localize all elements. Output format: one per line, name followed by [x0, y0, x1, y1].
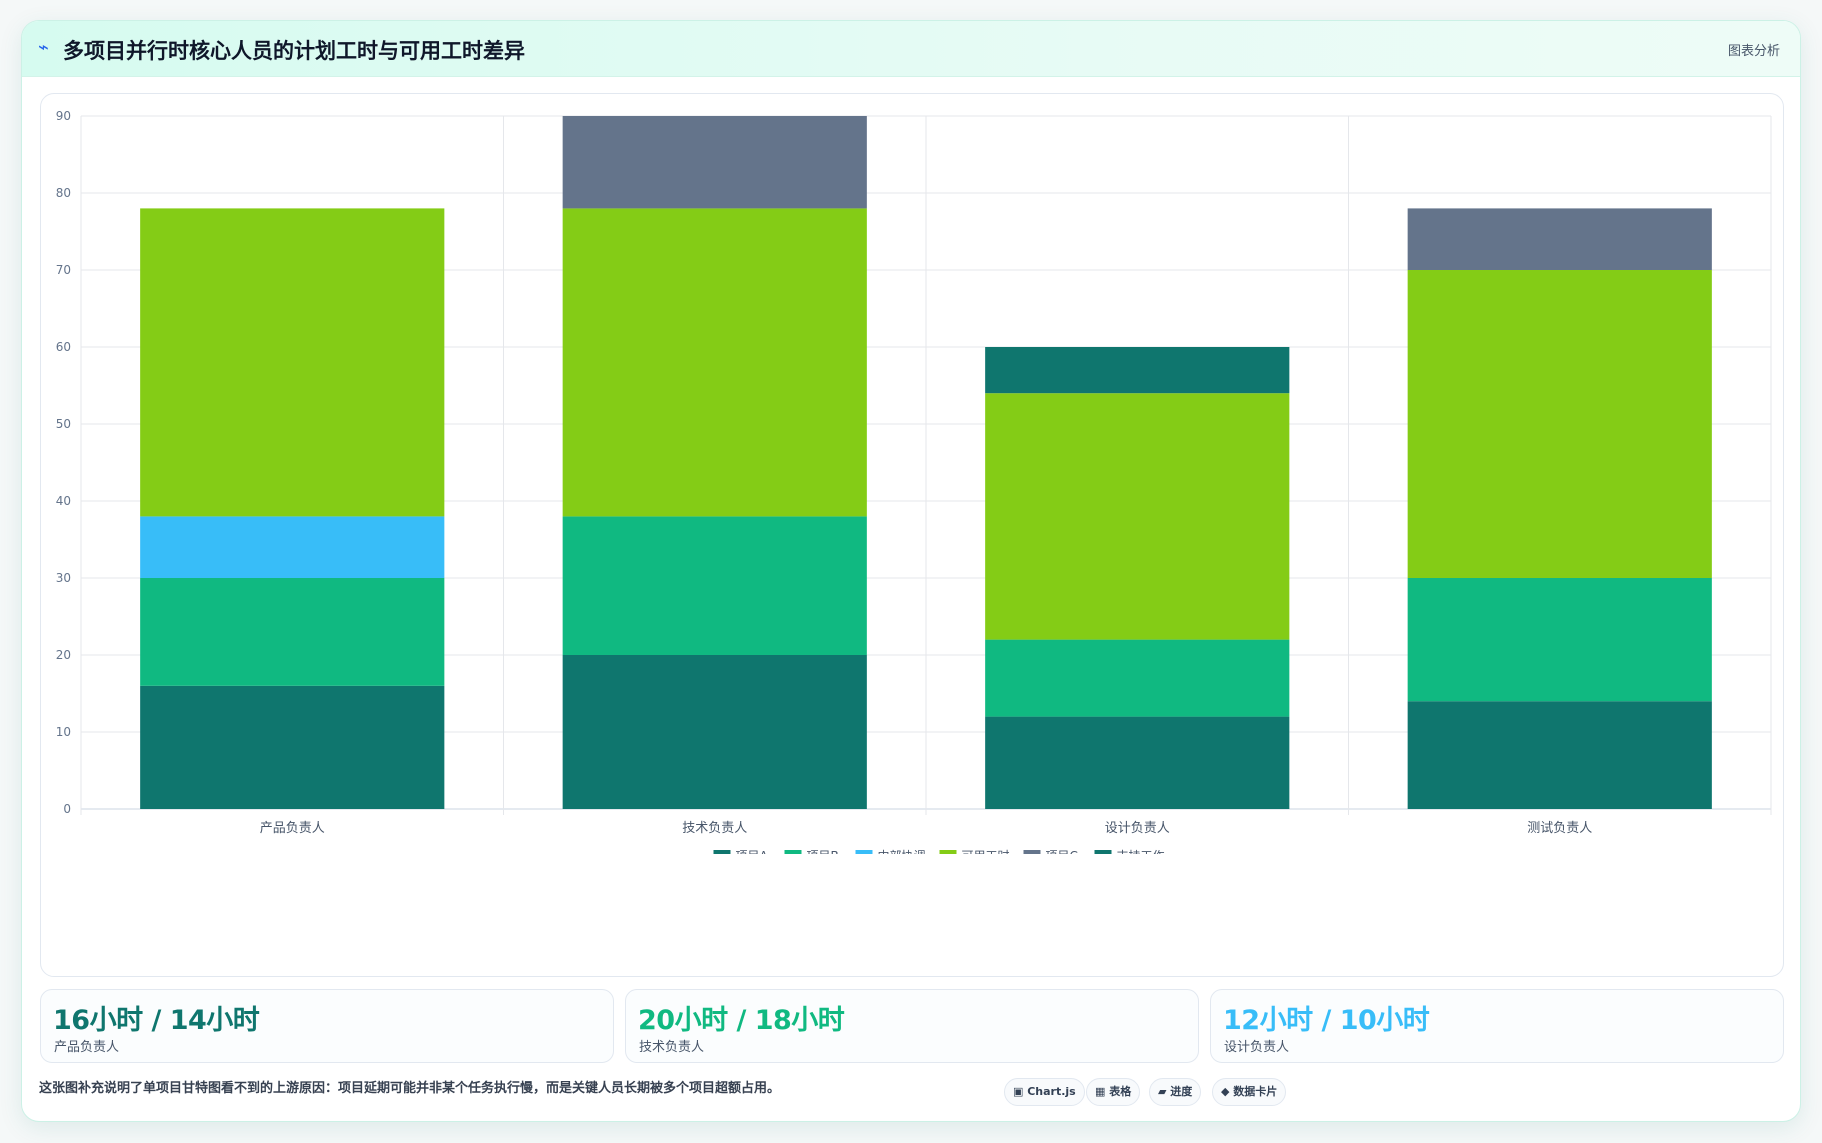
stat-card-design: 12小时 / 10小时 设计负责人	[1210, 989, 1784, 1063]
legend-swatch	[1094, 850, 1112, 854]
footnote: 这张图补充说明了单项目甘特图看不到的上游原因：项目延期可能并非某个任务执行慢，而…	[39, 1081, 781, 1096]
bar-segment	[562, 208, 867, 517]
card-header: ⌁ 多项目并行时核心人员的计划工时与可用工时差异 图表分析	[22, 21, 1800, 77]
y-tick-label: 10	[56, 725, 71, 739]
legend-label: 项目B	[807, 849, 839, 854]
legend-swatch	[713, 850, 731, 854]
stat-label: 设计负责人	[1224, 1040, 1290, 1055]
bar-segment	[140, 516, 445, 578]
y-tick-label: 50	[56, 417, 71, 431]
legend-label: 内部协调	[878, 848, 926, 854]
y-tick-label: 70	[56, 263, 71, 277]
bar-segment	[1407, 270, 1712, 578]
stat-value: 12小时 / 10小时	[1223, 1005, 1430, 1036]
chip-table[interactable]: ▦ 表格	[1086, 1078, 1141, 1106]
bar-segment	[1407, 208, 1712, 270]
stat-cards: 16小时 / 14小时 产品负责人 20小时 / 18小时 技术负责人 12小时…	[40, 989, 1784, 1063]
bar-segment	[1407, 701, 1712, 809]
x-tick-label: 设计负责人	[1105, 821, 1170, 836]
bar-segment	[140, 685, 445, 809]
bar-segment	[562, 516, 867, 655]
bar-segment	[985, 716, 1290, 809]
stat-value: 16小时 / 14小时	[53, 1005, 260, 1036]
bar-segment	[140, 208, 445, 517]
stat-label: 技术负责人	[639, 1040, 705, 1055]
trend-icon: ⌁	[38, 37, 49, 58]
bar-segment	[985, 393, 1290, 640]
legend-label: 支持工作	[1117, 848, 1165, 854]
bar-segment	[1407, 578, 1712, 702]
stat-card-tech: 20小时 / 18小时 技术负责人	[625, 989, 1199, 1063]
stat-value: 20小时 / 18小时	[638, 1005, 845, 1036]
legend-label: 可用工时	[962, 849, 1010, 854]
chip-chartjs[interactable]: ▣ Chart.js	[1004, 1078, 1085, 1106]
chip-progress[interactable]: ▰ 进度	[1149, 1078, 1202, 1106]
legend-label: 项目A	[736, 849, 769, 854]
bar-segment	[562, 116, 867, 209]
y-tick-label: 90	[56, 109, 71, 123]
chart-card: ⌁ 多项目并行时核心人员的计划工时与可用工时差异 图表分析 0 10 20 30 40 5…	[21, 20, 1801, 1122]
legend-swatch	[1023, 850, 1041, 854]
stat-label: 产品负责人	[54, 1040, 120, 1055]
chart-area: 0 10 20 30 40 50 60 70 80 90 产品负责人 技术负责人 设计负责人 测试负责人项…	[40, 93, 1784, 977]
legend-swatch	[784, 850, 802, 854]
stacked-bar-chart: 0 10 20 30 40 50 60 70 80 90 产品负责人 技术负责人 设计负责人 测试负责人项…	[56, 109, 1772, 854]
bar-segment	[140, 578, 445, 686]
legend-swatch	[855, 850, 873, 854]
y-tick-label: 60	[56, 340, 71, 354]
y-tick-label: 30	[56, 571, 71, 585]
chart-title: 多项目并行时核心人员的计划工时与可用工时差异	[63, 39, 525, 63]
bar-segment	[985, 639, 1290, 717]
y-tick-label: 80	[56, 186, 71, 200]
y-tick-label: 20	[56, 648, 71, 662]
legend-swatch	[939, 850, 957, 854]
bar-segment	[985, 347, 1290, 394]
stat-card-product: 16小时 / 14小时 产品负责人	[40, 989, 614, 1063]
x-tick-label: 产品负责人	[260, 821, 325, 836]
y-tick-label: 0	[63, 802, 71, 816]
x-tick-label: 技术负责人	[682, 821, 747, 836]
chart-analysis-link[interactable]: 图表分析	[1727, 44, 1780, 59]
bar-segment	[562, 655, 867, 809]
y-tick-label: 40	[56, 494, 71, 508]
x-tick-label: 测试负责人	[1527, 821, 1592, 836]
legend-label: 项目C	[1046, 849, 1078, 854]
chip-data-card[interactable]: ◆ 数据卡片	[1212, 1078, 1287, 1106]
